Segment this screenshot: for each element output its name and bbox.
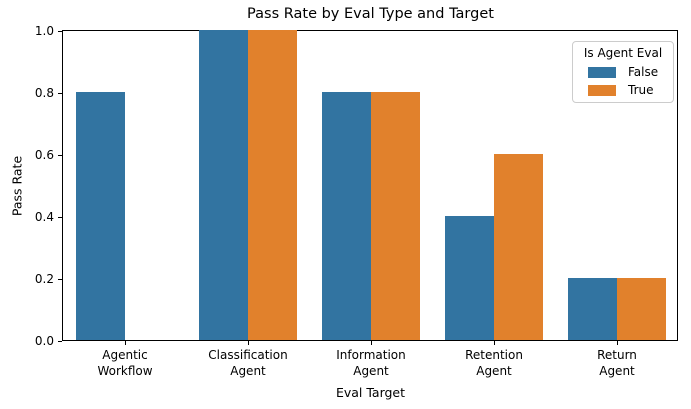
y-tick-label: 0.2 — [34, 272, 54, 286]
legend-title: Is Agent Eval — [583, 46, 663, 60]
y-tick-mark — [58, 31, 62, 32]
bar-false-classification-agent — [199, 30, 248, 340]
x-tick-label-information-agent: Information Agent — [336, 348, 406, 378]
bar-false-retention-agent — [445, 216, 494, 340]
legend-row-false: False — [578, 66, 668, 79]
legend-label-false: False — [628, 65, 659, 79]
legend-row-true: True — [578, 84, 668, 97]
y-tick-label: 1.0 — [34, 24, 54, 38]
y-tick-mark — [58, 93, 62, 94]
legend-swatch-false — [588, 67, 616, 78]
x-tick-mark — [617, 341, 618, 345]
x-tick-label-retention-agent: Retention Agent — [465, 348, 523, 378]
y-tick-mark — [58, 155, 62, 156]
y-tick-label: 0.4 — [34, 210, 54, 224]
bar-true-return-agent — [617, 278, 666, 340]
x-tick-mark — [494, 341, 495, 345]
bar-false-agentic-workflow — [76, 92, 125, 340]
y-tick-mark — [58, 217, 62, 218]
chart-title: Pass Rate by Eval Type and Target — [247, 6, 494, 22]
x-tick-mark — [371, 341, 372, 345]
bar-true-retention-agent — [494, 154, 543, 340]
y-tick-label: 0.0 — [34, 334, 54, 348]
y-tick-mark — [58, 341, 62, 342]
bar-true-information-agent — [371, 92, 420, 340]
x-tick-label-agentic-workflow: Agentic Workflow — [97, 348, 153, 378]
x-tick-label-classification-agent: Classification Agent — [208, 348, 288, 378]
legend-swatch-true — [588, 85, 616, 96]
legend: Is Agent Eval False True — [572, 41, 674, 103]
y-axis-label: Pass Rate — [9, 155, 25, 217]
y-tick-mark — [58, 279, 62, 280]
bar-false-return-agent — [568, 278, 617, 340]
x-axis-label: Eval Target — [335, 385, 406, 400]
x-tick-mark — [248, 341, 249, 345]
legend-rows: False True — [578, 66, 668, 97]
bar-false-information-agent — [322, 92, 371, 340]
y-tick-label: 0.8 — [34, 86, 54, 100]
legend-label-true: True — [628, 83, 654, 97]
bar-true-classification-agent — [248, 30, 297, 340]
x-tick-mark — [125, 341, 126, 345]
x-tick-label-return-agent: Return Agent — [597, 348, 637, 378]
y-tick-label: 0.6 — [34, 148, 54, 162]
